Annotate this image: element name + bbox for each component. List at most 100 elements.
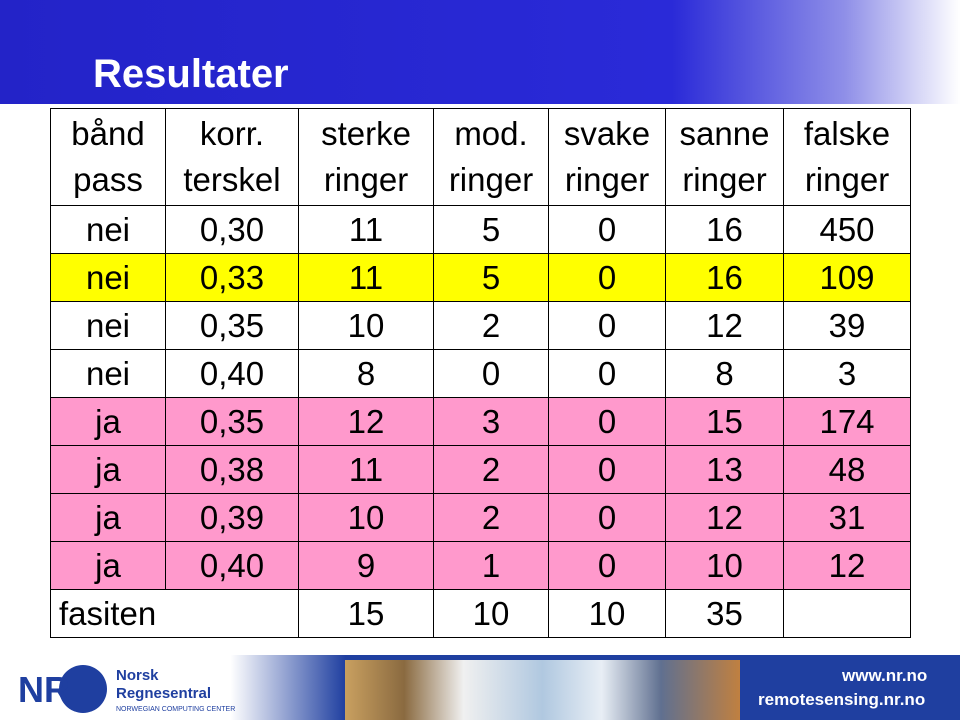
cell-text: ja <box>95 450 121 488</box>
cell-text: nei <box>85 354 131 392</box>
table-cell: nei <box>50 253 166 302</box>
header-text: korr. <box>199 115 265 152</box>
cell-text: 15 <box>706 402 743 440</box>
table-cell: 0,40 <box>165 541 299 590</box>
cell-text: 10 <box>347 498 385 536</box>
cell-text: 16 <box>706 210 743 248</box>
header-text: ringer <box>448 161 534 198</box>
table-cell: 10 <box>298 301 434 350</box>
total-label-cell: fasiten <box>50 589 299 638</box>
cell-text: 0,39 <box>199 498 265 536</box>
header-text: sanne <box>679 115 770 152</box>
table-cell: 5 <box>433 205 549 254</box>
table-cell: ja <box>50 541 166 590</box>
table-cell: 0 <box>433 349 549 398</box>
cell-text: 11 <box>348 210 384 248</box>
cell-text: 174 <box>819 402 875 440</box>
cell-text: nei <box>85 258 131 296</box>
table-cell: 13 <box>665 445 784 494</box>
table-cell: 39 <box>783 301 911 350</box>
table-cell: 12 <box>665 301 784 350</box>
org-name: Norsk <box>116 667 159 684</box>
cell-text: 109 <box>819 258 875 296</box>
table-cell: 11 <box>298 445 434 494</box>
cell-text: 0 <box>597 450 617 488</box>
cell-text: 31 <box>828 498 866 536</box>
cell-text: 0 <box>597 546 617 584</box>
table-cell: 12 <box>665 493 784 542</box>
table-cell: 0,35 <box>165 397 299 446</box>
cell-text: 8 <box>715 354 734 392</box>
header-text: ringer <box>682 161 767 198</box>
table-cell: ja <box>50 445 166 494</box>
cell-text: 0,30 <box>199 210 265 248</box>
table-cell: 0,39 <box>165 493 299 542</box>
table-cell: 11 <box>298 205 434 254</box>
table-cell: ja <box>50 493 166 542</box>
table-cell: 0,35 <box>165 301 299 350</box>
table-cell: 0,38 <box>165 445 299 494</box>
cell-text: 35 <box>706 594 743 632</box>
table-cell: 450 <box>783 205 911 254</box>
header-text: terskel <box>183 161 281 198</box>
total-cell: 10 <box>433 589 549 638</box>
photo-strip <box>345 660 740 720</box>
cell-text: 3 <box>837 354 857 392</box>
table-cell: 0 <box>548 301 666 350</box>
table-cell: 109 <box>783 253 911 302</box>
table-cell: 0 <box>548 493 666 542</box>
header-text: svake <box>563 115 651 152</box>
table-cell: 10 <box>665 541 784 590</box>
cell-text: 11 <box>348 450 384 488</box>
logo: NR Norsk Regnesentral NORWEGIAN COMPUTIN… <box>18 665 235 713</box>
table-cell: 8 <box>665 349 784 398</box>
header-text: falske <box>803 115 891 152</box>
cell-text: 450 <box>819 210 875 248</box>
table-cell: 12 <box>298 397 434 446</box>
cell-text: 10 <box>588 594 626 632</box>
cell-text: 0,35 <box>199 402 265 440</box>
table-cell: 0,40 <box>165 349 299 398</box>
cell-text: 2 <box>481 450 501 488</box>
cell-text: 5 <box>481 210 501 248</box>
org-subtitle: NORWEGIAN COMPUTING CENTER <box>116 706 235 713</box>
header-text: pass <box>73 161 143 198</box>
cell-text: 12 <box>347 402 385 440</box>
table-cell: 16 <box>665 253 784 302</box>
cell-text: 8 <box>356 354 376 392</box>
header-text: ringer <box>804 161 890 198</box>
header-cell: bånd pass <box>50 108 166 206</box>
cell-text: ja <box>95 498 121 536</box>
cell-text: 0 <box>597 498 617 536</box>
table-cell: 0 <box>548 253 666 302</box>
table-cell: 10 <box>298 493 434 542</box>
cell-text: 0,40 <box>199 354 265 392</box>
table-cell: 0 <box>548 205 666 254</box>
cell-text: 10 <box>347 306 385 344</box>
table-cell: 2 <box>433 493 549 542</box>
table-cell: nei <box>50 205 166 254</box>
logo-globe <box>59 665 107 713</box>
cell-text: 0 <box>481 354 501 392</box>
table-cell: 0 <box>548 445 666 494</box>
table-cell: 3 <box>783 349 911 398</box>
table-cell: 15 <box>665 397 784 446</box>
table-cell: 2 <box>433 301 549 350</box>
cell-text: 15 <box>347 594 385 632</box>
header-text: mod. <box>454 115 528 152</box>
cell-text: 13 <box>706 450 743 488</box>
cell-text: 48 <box>828 450 866 488</box>
table-cell: 0,30 <box>165 205 299 254</box>
cell-text: 16 <box>706 258 743 296</box>
header-cell: korr. terskel <box>165 108 299 206</box>
total-cell: 15 <box>298 589 434 638</box>
header-cell: mod. ringer <box>433 108 549 206</box>
empty-cell <box>783 589 911 638</box>
cell-text: 5 <box>481 258 501 296</box>
header-cell: svake ringer <box>548 108 666 206</box>
table-cell: 0 <box>548 349 666 398</box>
total-cell: 35 <box>665 589 784 638</box>
table-cell: 11 <box>298 253 434 302</box>
header-text: sterke <box>321 115 411 152</box>
url: www.nr.no <box>842 666 928 685</box>
